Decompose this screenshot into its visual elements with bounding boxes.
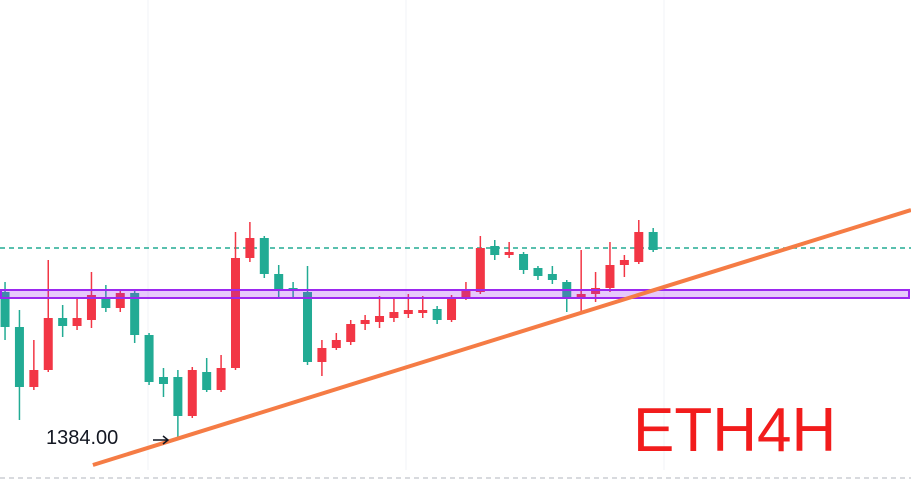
candle-body [86,295,96,320]
watermark: ETH4H [633,396,836,465]
candle-body [375,316,385,322]
candle-body [158,377,168,384]
candle-body [331,340,341,348]
candle-body [230,258,240,368]
candle-body [115,293,125,308]
candle-body [58,318,68,326]
candle-body [461,290,471,298]
candle-body [173,377,183,416]
low-label: 1384.00 [46,427,118,449]
candle-body [0,292,10,327]
candle-body [187,370,197,416]
candle-body [274,274,284,290]
candle-body [432,309,442,320]
candle-body [634,232,644,262]
candle-body [130,293,140,335]
candle-body [144,335,154,382]
support-band [0,289,910,299]
candle-body [303,292,313,362]
candle-body [576,294,586,298]
candle-body [43,318,53,370]
candle-body [533,268,543,276]
candle-body [14,327,24,387]
candle-body [403,310,413,314]
candle-body [504,252,514,255]
candle-body [216,368,226,390]
candle-body [29,370,39,387]
arrow [153,435,170,445]
candle-body [389,312,399,318]
candle-body [72,318,82,326]
trendline [92,208,911,467]
candle-body [259,238,269,274]
candle-body [490,246,500,255]
candle-body [619,260,629,265]
candle-body [317,348,327,362]
candle-body [101,298,111,308]
candle-body [475,248,485,292]
candle-body [245,238,255,258]
candle-body [202,372,212,390]
candle-body [519,254,529,270]
candle-body [547,274,557,280]
candle-body [648,232,658,250]
candle-body [346,324,356,342]
candle-body [418,310,428,313]
candle-body [605,265,615,288]
candle-body [447,298,457,320]
candle-body [360,320,370,324]
